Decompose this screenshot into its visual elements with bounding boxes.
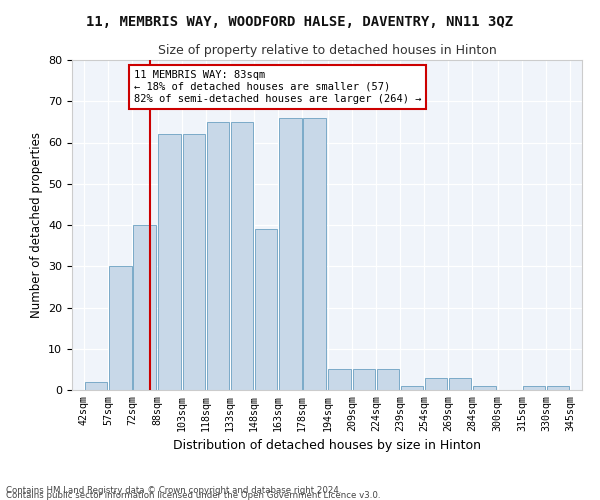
Text: 11, MEMBRIS WAY, WOODFORD HALSE, DAVENTRY, NN11 3QZ: 11, MEMBRIS WAY, WOODFORD HALSE, DAVENTR… <box>86 15 514 29</box>
Y-axis label: Number of detached properties: Number of detached properties <box>29 132 43 318</box>
Bar <box>279 118 302 390</box>
X-axis label: Distribution of detached houses by size in Hinton: Distribution of detached houses by size … <box>173 439 481 452</box>
Bar <box>133 225 155 390</box>
Bar <box>547 386 569 390</box>
Bar <box>85 382 107 390</box>
Title: Size of property relative to detached houses in Hinton: Size of property relative to detached ho… <box>158 44 496 58</box>
Bar <box>230 122 253 390</box>
Bar <box>401 386 424 390</box>
Bar <box>254 229 277 390</box>
Bar <box>158 134 181 390</box>
Bar <box>425 378 448 390</box>
Bar <box>377 370 400 390</box>
Bar <box>303 118 326 390</box>
Bar <box>523 386 545 390</box>
Text: 11 MEMBRIS WAY: 83sqm
← 18% of detached houses are smaller (57)
82% of semi-deta: 11 MEMBRIS WAY: 83sqm ← 18% of detached … <box>134 70 421 104</box>
Bar <box>353 370 375 390</box>
Bar <box>449 378 472 390</box>
Bar <box>206 122 229 390</box>
Bar <box>473 386 496 390</box>
Text: Contains HM Land Registry data © Crown copyright and database right 2024.: Contains HM Land Registry data © Crown c… <box>6 486 341 495</box>
Text: Contains public sector information licensed under the Open Government Licence v3: Contains public sector information licen… <box>6 491 380 500</box>
Bar <box>182 134 205 390</box>
Bar <box>109 266 131 390</box>
Bar <box>328 370 351 390</box>
